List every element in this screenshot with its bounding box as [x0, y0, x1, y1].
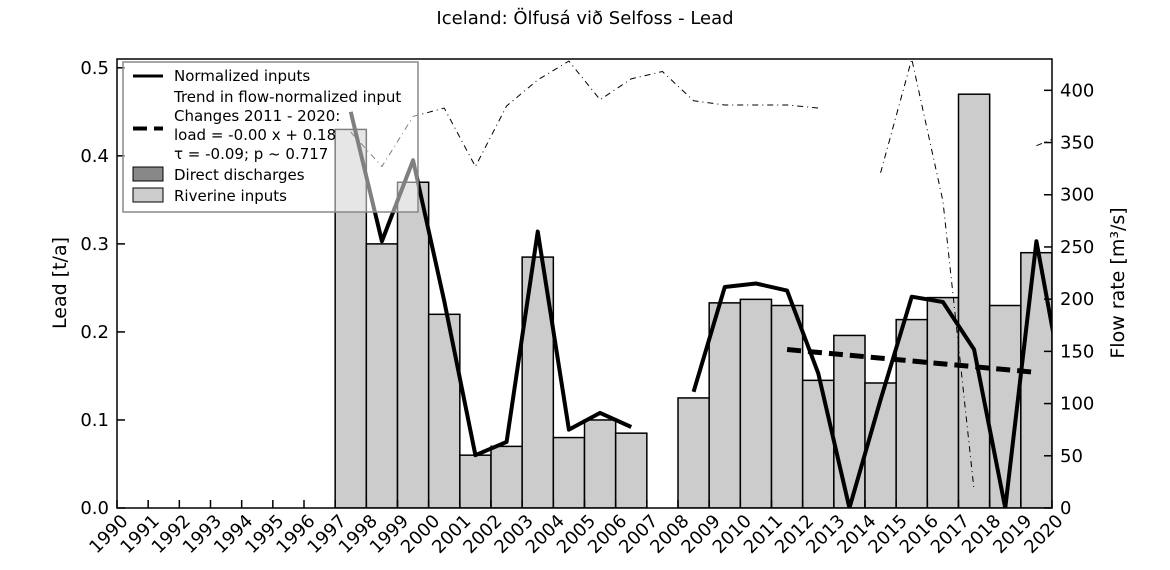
- bar: [708, 302, 742, 508]
- bar: [396, 181, 430, 508]
- y2-axis-label: Flow rate [m³/s]: [1107, 207, 1129, 358]
- legend-note: τ = -0.09; p ~ 0.717: [174, 145, 328, 163]
- bar: [801, 379, 835, 508]
- legend-handle: [132, 166, 164, 182]
- bar: [770, 304, 804, 508]
- line: [691, 239, 1052, 508]
- y2-tick-label: 150: [1060, 341, 1094, 362]
- y-tick-label: 0.2: [80, 322, 109, 343]
- legend-note: Changes 2011 - 2020:: [174, 107, 340, 125]
- y2-tick-label: 0: [1060, 498, 1071, 519]
- bar: [459, 454, 492, 508]
- legend-label: Normalized inputs: [174, 67, 310, 85]
- legend-label: Direct discharges: [174, 166, 305, 184]
- legend-label: Trend in flow-normalized input: [173, 88, 401, 106]
- bar: [552, 436, 586, 508]
- y2-tick-label: 50: [1060, 446, 1083, 467]
- bar: [490, 445, 523, 508]
- y-tick-label: 0.1: [80, 410, 109, 431]
- bar: [833, 334, 866, 508]
- legend: Normalized inputs Trend in flow-normalize…: [122, 61, 419, 213]
- bar: [427, 313, 461, 508]
- chart-title: Iceland: Ölfusá við Selfoss - Lead: [436, 7, 733, 29]
- legend-note: load = -0.00 x + 0.18: [174, 126, 336, 144]
- bar: [895, 318, 929, 508]
- y-tick-label: 0.3: [80, 234, 109, 255]
- legend-handle: [132, 187, 164, 203]
- bar: [677, 397, 710, 508]
- y-tick-label: 0.5: [80, 58, 109, 79]
- legend-label: Riverine inputs: [174, 187, 287, 205]
- bar: [614, 432, 648, 508]
- flow-line: [350, 60, 819, 168]
- y-tick-label: 0.0: [80, 498, 109, 519]
- flow-line: [1036, 138, 1052, 147]
- y2-tick-label: 350: [1060, 133, 1094, 154]
- bar: [739, 298, 773, 508]
- y2-tick-label: 300: [1060, 185, 1094, 206]
- plot-area: [334, 59, 1052, 508]
- bar: [926, 296, 960, 508]
- flow-line: [880, 59, 975, 491]
- bar: [583, 419, 617, 508]
- y2-tick-label: 400: [1060, 80, 1094, 101]
- y-tick-label: 0.4: [80, 146, 109, 167]
- bar: [365, 243, 399, 508]
- y-axis-label: Lead [t/a]: [49, 237, 71, 329]
- y2-tick-label: 100: [1060, 394, 1094, 415]
- y2-tick-label: 250: [1060, 237, 1094, 258]
- legend-box: [122, 61, 419, 213]
- bar: [957, 93, 991, 508]
- y2-tick-label: 200: [1060, 289, 1094, 310]
